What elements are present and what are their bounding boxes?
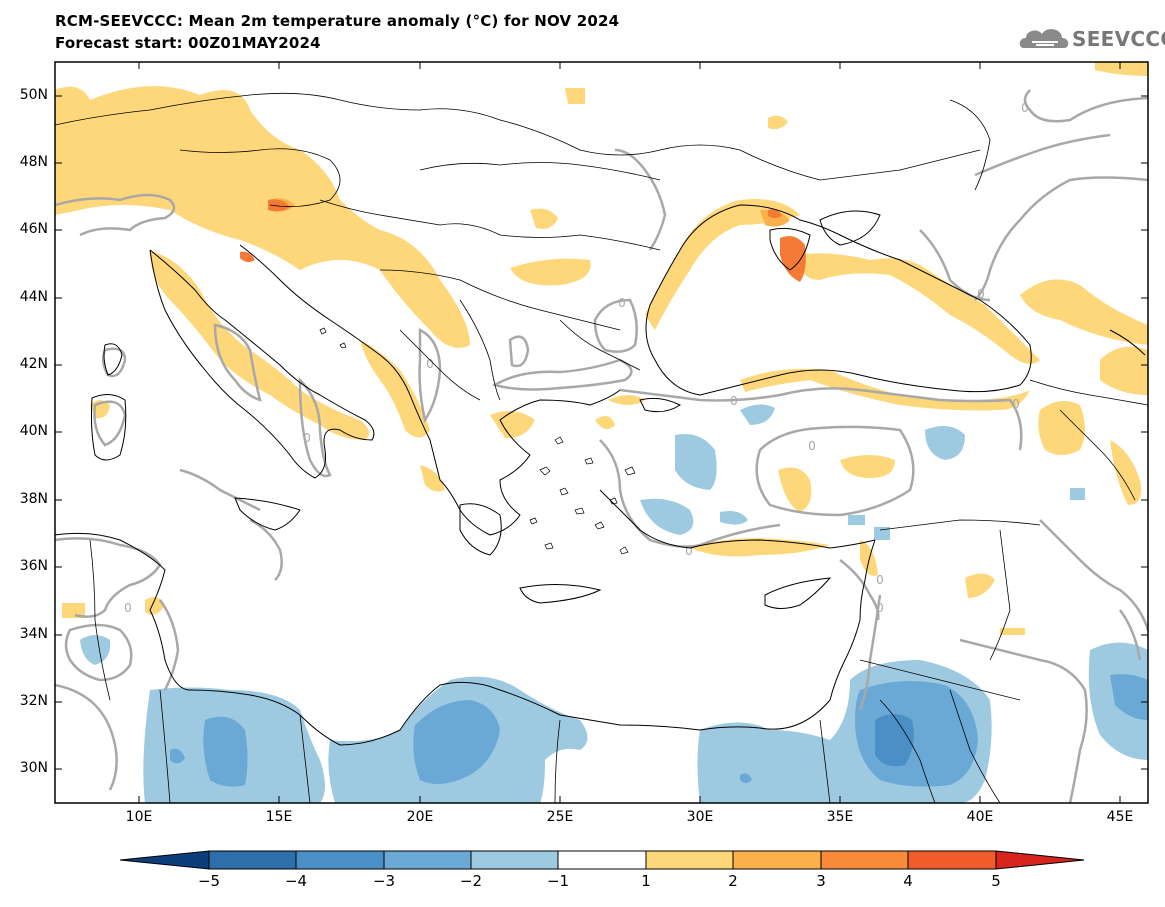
logo-text: SEEVCCC <box>1072 27 1165 51</box>
colorbar-label: 1 <box>641 872 651 890</box>
forecast-start-label: Forecast start: 00Z01MAY2024 <box>55 34 321 52</box>
contour-label: 0 <box>618 296 626 310</box>
contour-label: 0 <box>876 573 884 587</box>
warm-anomaly-areas <box>55 62 1148 635</box>
colorbar-segment <box>295 850 385 870</box>
colorbar-segment <box>645 850 734 870</box>
lat-label: 30N <box>19 760 48 776</box>
map-layers: 0 0 0 0 0 0 0 0 0 0 0 0 <box>55 62 1148 803</box>
lat-label: 42N <box>19 356 48 372</box>
colorbar-label: 5 <box>991 872 1001 890</box>
contour-label: 0 <box>303 431 311 445</box>
colorbar-label: −3 <box>372 872 396 890</box>
contour-label: 0 <box>685 544 693 558</box>
lat-label: 44N <box>19 289 48 305</box>
zero-contour-labels: 0 0 0 0 0 0 0 0 0 0 0 0 <box>124 101 1029 615</box>
lon-label: 25E <box>546 809 574 825</box>
colorbar-label: 3 <box>816 872 826 890</box>
colorbar-segment <box>208 850 297 870</box>
lat-label: 40N <box>19 423 48 439</box>
colorbar-label: 2 <box>728 872 738 890</box>
colorbar-label: −2 <box>459 872 483 890</box>
colorbar <box>119 850 1085 870</box>
contour-label: 0 <box>808 439 816 453</box>
colorbar-segment <box>820 850 909 870</box>
lon-label: 15E <box>265 809 293 825</box>
contour-label: 0 <box>730 394 738 408</box>
lon-label: 40E <box>966 809 994 825</box>
contour-label: 0 <box>1021 101 1029 115</box>
lat-label: 50N <box>19 87 48 103</box>
lat-label: 32N <box>19 693 48 709</box>
axis-ticks <box>55 62 1148 803</box>
contour-label: 0 <box>876 601 884 615</box>
colorbar-label: 4 <box>903 872 913 890</box>
cool-anomaly-strongest <box>875 714 914 767</box>
colorbar-segment <box>907 850 997 870</box>
lon-label: 35E <box>826 809 854 825</box>
colorbar-segment <box>557 850 647 870</box>
lon-label: 30E <box>686 809 714 825</box>
contour-label: 0 <box>977 287 985 301</box>
lon-label: 20E <box>406 809 434 825</box>
lat-label: 36N <box>19 558 48 574</box>
colorbar-label: −5 <box>197 872 221 890</box>
colorbar-arrow-right <box>995 850 1085 870</box>
colorbar-segment <box>732 850 822 870</box>
contour-label: 0 <box>1012 397 1020 411</box>
lon-label: 10E <box>125 809 153 825</box>
colorbar-arrow-left <box>119 850 210 870</box>
country-borders <box>55 92 1148 803</box>
lat-label: 34N <box>19 626 48 642</box>
colorbar-segment <box>383 850 472 870</box>
seevccc-cloud-logo-icon <box>1019 29 1069 48</box>
colorbar-label: −1 <box>546 872 570 890</box>
lat-label: 38N <box>19 491 48 507</box>
lat-label: 48N <box>19 154 48 170</box>
contour-label: 0 <box>426 357 434 371</box>
colorbar-label: −4 <box>284 872 308 890</box>
lat-label: 46N <box>19 221 48 237</box>
colorbar-segment <box>470 850 559 870</box>
lon-label: 45E <box>1106 809 1134 825</box>
map-title: RCM-SEEVCCC: Mean 2m temperature anomaly… <box>55 12 620 30</box>
warm-anomaly-strongest <box>240 199 806 282</box>
coastlines <box>55 204 1146 746</box>
zero-contour-lines <box>55 89 1148 803</box>
contour-label: 0 <box>124 601 132 615</box>
aegean-islands <box>319 327 636 555</box>
